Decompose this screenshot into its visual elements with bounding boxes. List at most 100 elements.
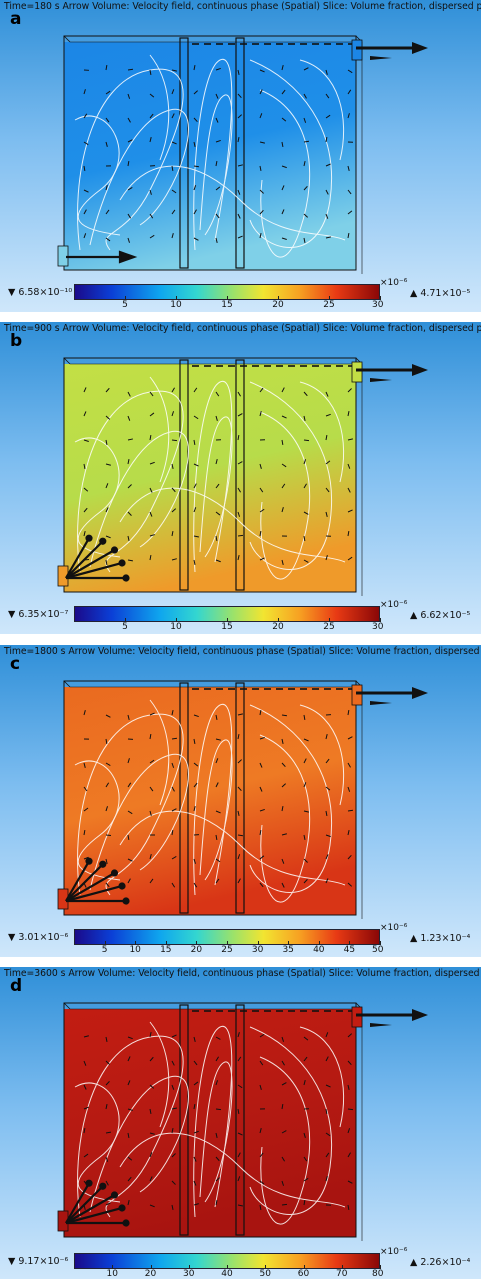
colorbar-tick-label: 30 (371, 622, 384, 632)
colorbar-tickmark (257, 941, 259, 945)
baffles (179, 682, 245, 914)
outlet-pipe (351, 361, 363, 383)
panel-letter: b (10, 331, 23, 351)
min-value-label: ▼ 3.01×10⁻⁶ (8, 932, 69, 943)
colorbar-tickmark (112, 1265, 114, 1269)
max-value-label: ▲ 2.26×10⁻⁴ (410, 1257, 471, 1268)
colorbar-tick-label: 10 (106, 1269, 118, 1279)
colorbar-tickmark (125, 296, 126, 300)
colorbar-tick-label: 25 (323, 300, 335, 310)
colorbar-tickmark (278, 618, 279, 622)
colorbar-tickmark (227, 941, 228, 945)
colorbar-tickmark (278, 296, 279, 300)
colorbar-tick-label: 10 (129, 945, 141, 955)
tank-simulation (57, 35, 428, 274)
colorbar-tick-label: 25 (323, 622, 335, 632)
panel-letter: a (10, 9, 22, 29)
inlet-jet-arrows (65, 857, 130, 905)
colorbar: 5 10 15 20 25 30 (74, 284, 383, 310)
colorbar-tick-label: 20 (190, 945, 203, 955)
colorbar-tick-label: 20 (144, 1269, 157, 1279)
colorbar-tick-label: 5 (122, 622, 128, 632)
colorbar-tick-label: 25 (221, 945, 233, 955)
panel-letter: c (10, 654, 21, 674)
streamlines (74, 1021, 346, 1225)
panel-caption: Time=180 s Arrow Volume: Velocity field,… (4, 1, 481, 12)
colorbar-tick-label: 70 (336, 1269, 348, 1279)
colorbar-tick-label: 40 (313, 945, 325, 955)
streamlines (74, 699, 346, 903)
colorbar: 5 10 15 20 25 30 35 40 45 50 (74, 929, 383, 955)
colorbar-tick-label: 60 (297, 1269, 310, 1279)
colorbar-tick-label: 5 (101, 945, 108, 955)
colorbar-tickmark (380, 1265, 381, 1269)
colorbar-tickmark (318, 941, 320, 945)
colorbar-exponent: ×10⁻⁶ (380, 1247, 408, 1257)
baffles (179, 1004, 245, 1236)
colorbar-exponent: ×10⁻⁶ (380, 923, 408, 933)
baffles (179, 359, 245, 591)
colorbar-tickmark (227, 296, 228, 300)
panel-caption: Time=3600 s Arrow Volume: Velocity field… (4, 968, 481, 979)
panel-letter: d (10, 976, 23, 996)
colorbar-tickmark (303, 1265, 305, 1269)
colorbar-tickmark (349, 941, 351, 945)
colorbar-tickmark (380, 618, 381, 622)
colorbar-tick-label: 15 (160, 945, 172, 955)
colorbar-tick-label: 10 (170, 300, 182, 310)
colorbar-tickmark (176, 296, 177, 300)
streamlines (74, 54, 346, 258)
panel-b: Time=900 s Arrow Volume: Velocity field,… (0, 322, 481, 634)
colorbar-tickmark (188, 1265, 190, 1269)
max-value-label: ▲ 6.62×10⁻⁵ (410, 610, 471, 621)
outlet-pipe (351, 1006, 363, 1028)
colorbar-tickmark (196, 941, 198, 945)
colorbar-tickmark (265, 1265, 267, 1269)
colorbar-tickmark (165, 941, 167, 945)
colorbar-tickmark (227, 618, 228, 622)
volume-fraction-slice (64, 42, 356, 270)
colorbar-tickmark (150, 1265, 152, 1269)
colorbar-tickmark (329, 296, 330, 300)
panel-caption: Time=1800 s Arrow Volume: Velocity field… (4, 646, 481, 657)
colorbar-tick-label: 80 (371, 1269, 384, 1279)
colorbar-tickmark (380, 296, 381, 300)
colorbar-tick-label: 30 (371, 300, 384, 310)
volume-fraction-slice (64, 364, 356, 592)
colorbar-tickmark (104, 941, 106, 945)
tank-simulation (57, 1002, 428, 1241)
colorbar-tick-label: 35 (282, 945, 294, 955)
velocity-arrows (83, 365, 355, 566)
colorbar-tick-label: 50 (259, 1269, 271, 1279)
baffles (179, 37, 245, 269)
colorbar: 10 20 30 40 50 60 70 80 (74, 1253, 383, 1279)
colorbar-tick-label: 15 (221, 300, 233, 310)
colorbar-tick-label: 20 (272, 622, 284, 632)
velocity-arrows (83, 43, 355, 244)
max-value-label: ▲ 1.23×10⁻⁴ (410, 933, 471, 944)
colorbar-tickmark (176, 618, 177, 622)
colorbar-exponent: ×10⁻⁶ (380, 600, 408, 610)
panel-a: Time=180 s Arrow Volume: Velocity field,… (0, 0, 481, 312)
colorbar-tickmark (341, 1265, 343, 1269)
colorbar-tick-label: 10 (170, 622, 182, 632)
colorbar-tickmark (329, 618, 330, 622)
min-value-label: ▼ 6.35×10⁻⁷ (8, 609, 69, 620)
colorbar-exponent: ×10⁻⁶ (380, 278, 408, 288)
colorbar-tickmark (135, 941, 137, 945)
panel-d: Time=3600 s Arrow Volume: Velocity field… (0, 967, 481, 1279)
tank-simulation (57, 357, 428, 596)
colorbar-tick-label: 5 (122, 300, 128, 310)
volume-fraction-slice (64, 1009, 356, 1237)
colorbar-tickmark (227, 1265, 228, 1269)
tank-simulation (57, 680, 428, 919)
colorbar-tick-label: 15 (221, 622, 233, 632)
inlet-jet-arrows (65, 534, 130, 582)
min-value-label: ▼ 9.17×10⁻⁶ (8, 1256, 69, 1267)
colorbar: 5 10 15 20 25 30 (74, 606, 383, 632)
inlet-jet-arrows (66, 250, 138, 264)
velocity-arrows (83, 688, 355, 888)
colorbar-tick-label: 30 (183, 1269, 195, 1279)
colorbar-tickmark (125, 618, 126, 622)
colorbar-tick-label: 20 (272, 300, 284, 310)
